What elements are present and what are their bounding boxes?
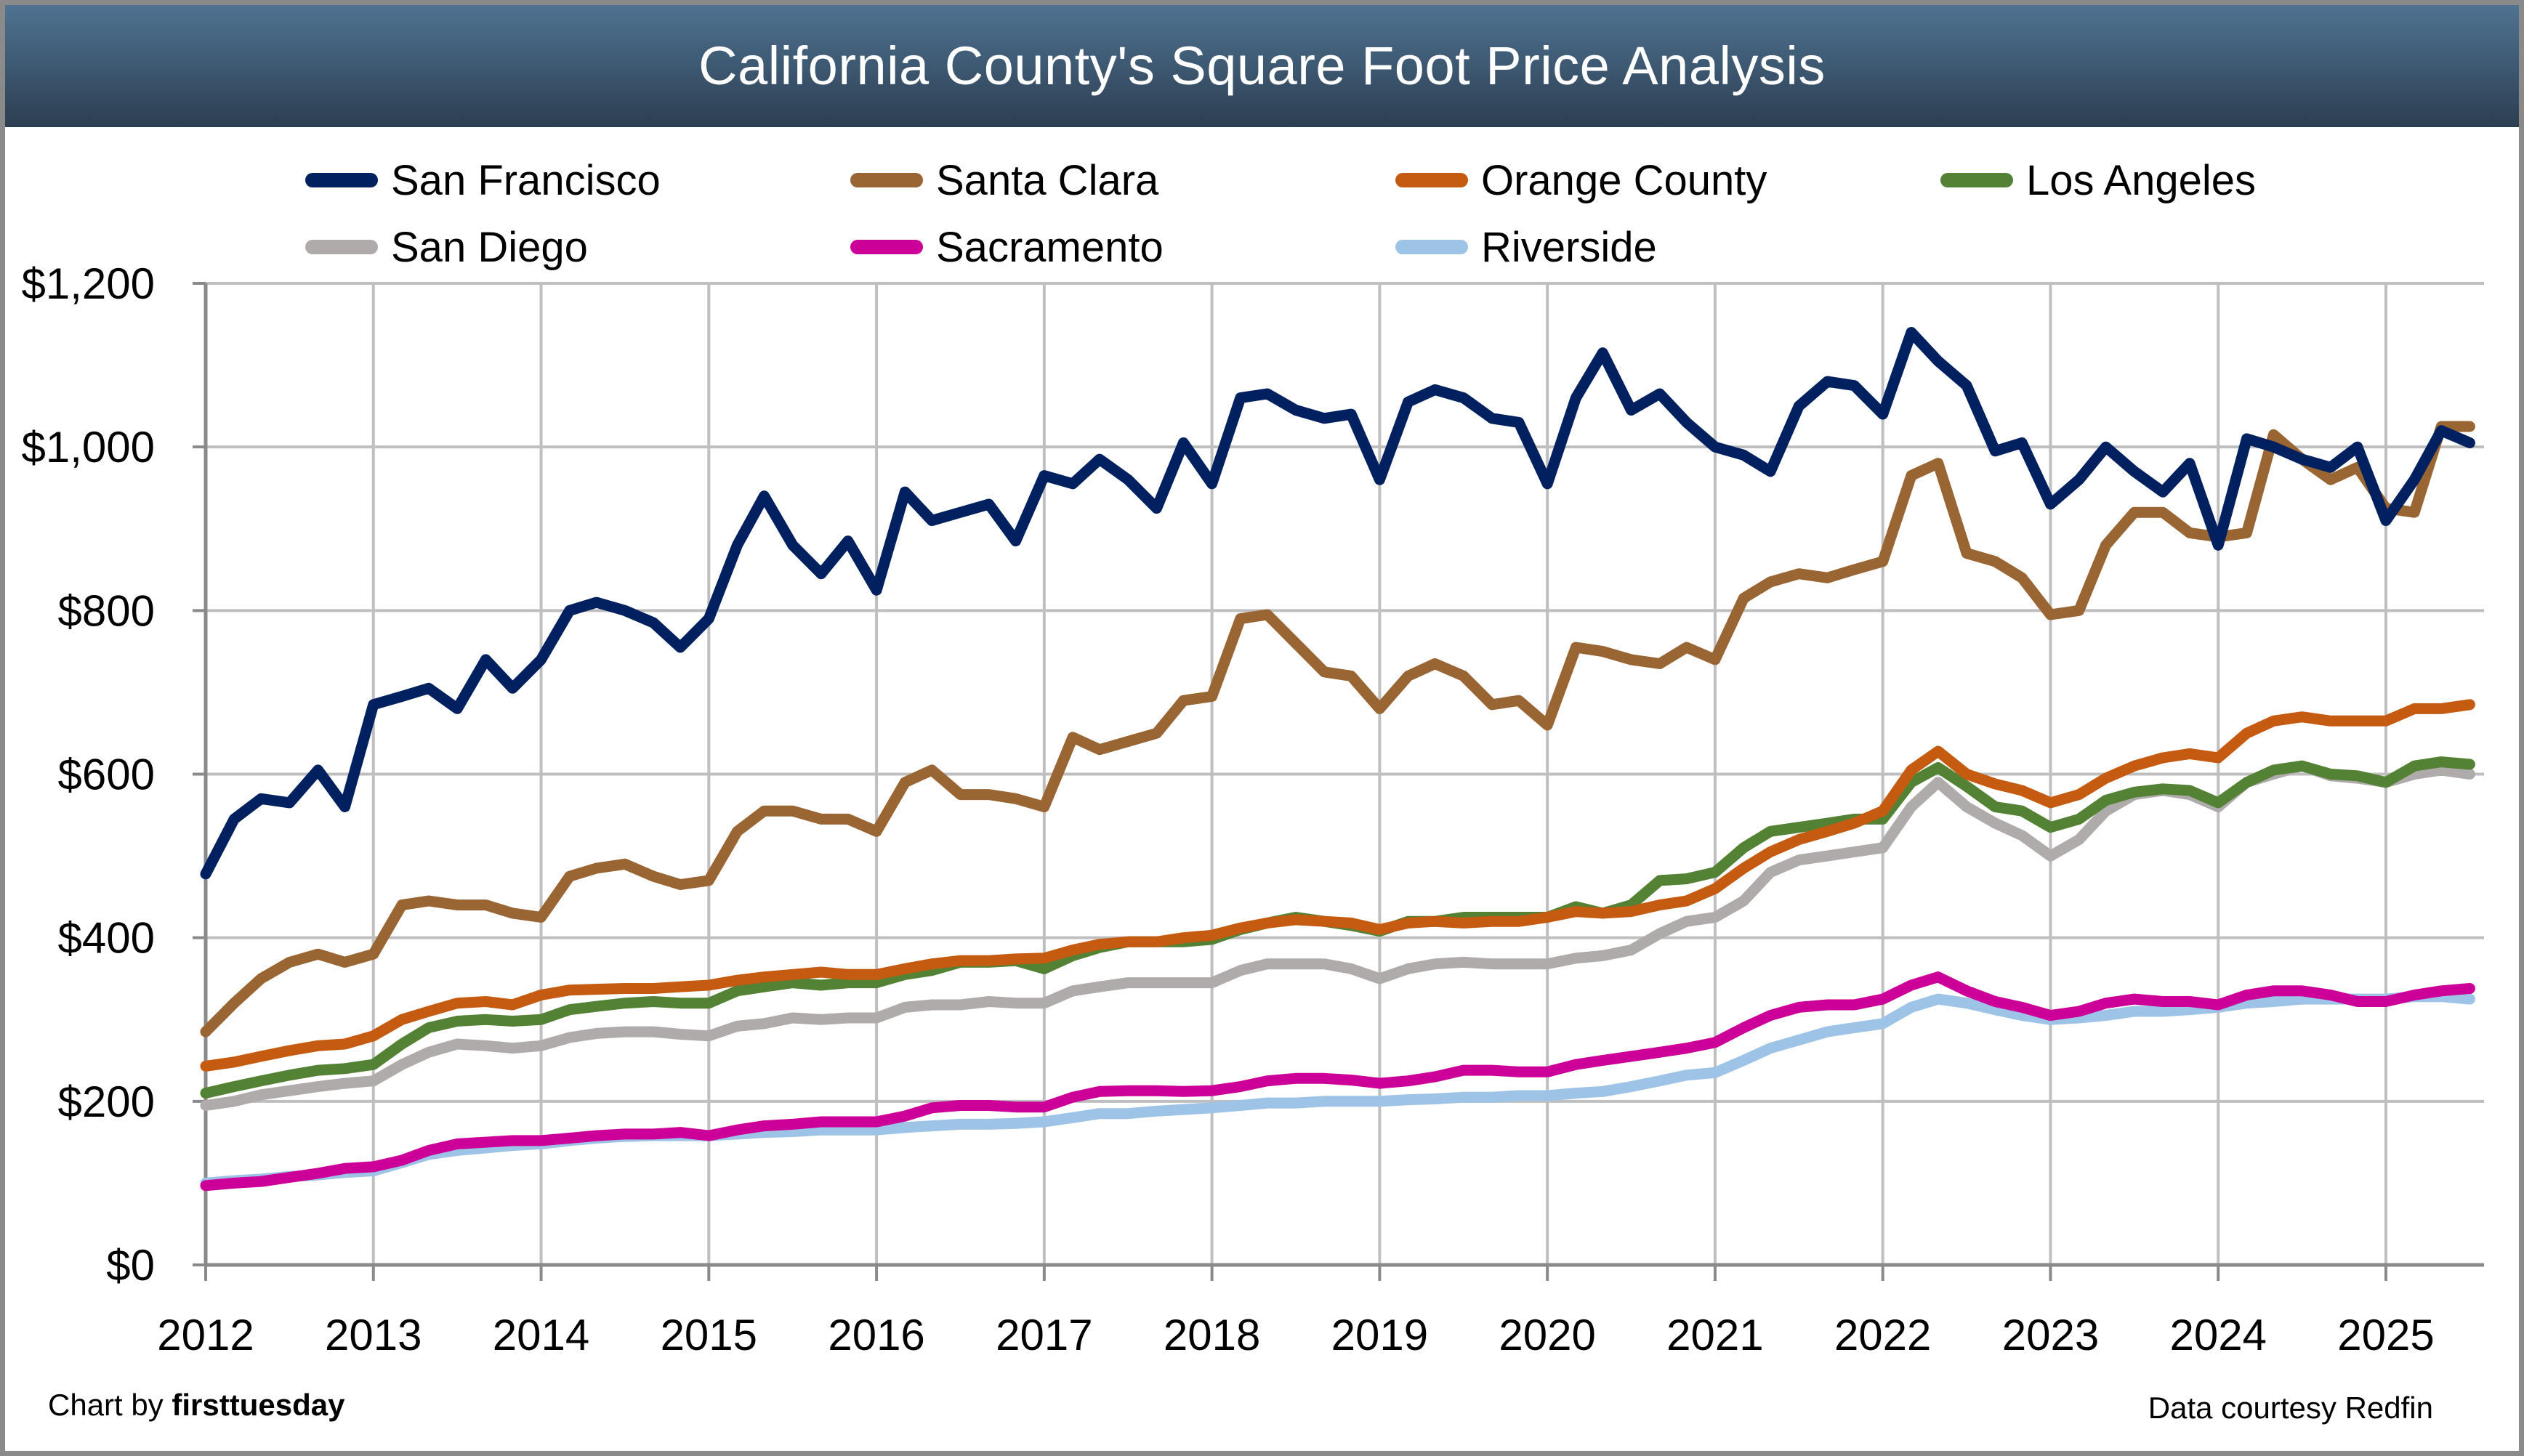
xtick-label: 2015 bbox=[661, 1311, 757, 1359]
legend-swatch bbox=[305, 173, 378, 187]
xtick-label: 2023 bbox=[2002, 1311, 2099, 1359]
chart-title: California County's Square Foot Price An… bbox=[698, 36, 1826, 96]
xtick-label: 2014 bbox=[493, 1311, 589, 1359]
legend-label: Santa Clara bbox=[936, 156, 1159, 204]
ytick-label: $0 bbox=[106, 1241, 155, 1290]
ytick-label: $400 bbox=[58, 914, 155, 963]
xtick-label: 2021 bbox=[1666, 1311, 1763, 1359]
ytick-label: $800 bbox=[58, 586, 155, 635]
legend-item-riverside: Riverside bbox=[1395, 218, 1657, 276]
ytick-label: $200 bbox=[58, 1077, 155, 1126]
legend-label: Los Angeles bbox=[2026, 156, 2257, 204]
legend-item-orange-county: Orange County bbox=[1395, 151, 1767, 209]
legend-label: San Diego bbox=[391, 223, 588, 271]
legend-swatch bbox=[305, 240, 378, 254]
xtick-label: 2013 bbox=[325, 1311, 422, 1359]
legend-label: Orange County bbox=[1481, 156, 1767, 204]
xtick-label: 2020 bbox=[1499, 1311, 1595, 1359]
series-line-riverside bbox=[200, 991, 2475, 1189]
legend-swatch bbox=[850, 240, 923, 254]
legend-item-san-diego: San Diego bbox=[305, 218, 588, 276]
xtick-label: 2012 bbox=[157, 1311, 254, 1359]
xtick-label: 2019 bbox=[1331, 1311, 1428, 1359]
xtick-label: 2024 bbox=[2169, 1311, 2266, 1359]
ytick-label: $1,000 bbox=[21, 423, 155, 472]
chart-credit: Chart by firsttuesday bbox=[48, 1388, 344, 1423]
legend-item-santa-clara: Santa Clara bbox=[850, 151, 1158, 209]
series-line-san-diego bbox=[200, 760, 2475, 1111]
series-line-santa-clara bbox=[200, 421, 2475, 1038]
series-line-orange-county bbox=[200, 699, 2475, 1072]
legend-swatch bbox=[1395, 240, 1468, 254]
xtick-label: 2017 bbox=[996, 1311, 1092, 1359]
series-line-san-francisco bbox=[200, 327, 2475, 880]
credit-prefix: Chart by bbox=[48, 1388, 164, 1422]
credit-brand: firsttuesday bbox=[172, 1388, 345, 1422]
legend-label: Riverside bbox=[1481, 223, 1657, 271]
legend-item-sacramento: Sacramento bbox=[850, 218, 1164, 276]
legend-swatch bbox=[1940, 173, 2013, 187]
legend-swatch bbox=[850, 173, 923, 187]
xtick-label: 2018 bbox=[1164, 1311, 1260, 1359]
xtick-label: 2016 bbox=[828, 1311, 924, 1359]
legend-item-los-angeles: Los Angeles bbox=[1940, 151, 2256, 209]
data-source-note: Data courtesy Redfin bbox=[2148, 1391, 2433, 1425]
ytick-label: $1,200 bbox=[21, 259, 155, 308]
title-bar: California County's Square Foot Price An… bbox=[5, 5, 2519, 127]
legend: San Francisco Santa Clara Orange County Los… bbox=[0, 138, 2524, 276]
xtick-label: 2025 bbox=[2337, 1311, 2434, 1359]
ytick-label: $600 bbox=[58, 751, 155, 799]
legend-item-san-francisco: San Francisco bbox=[305, 151, 661, 209]
series-line-sacramento bbox=[200, 971, 2475, 1192]
legend-label: Sacramento bbox=[936, 223, 1164, 271]
legend-label: San Francisco bbox=[391, 156, 661, 204]
legend-swatch bbox=[1395, 173, 1468, 187]
xtick-label: 2022 bbox=[1834, 1311, 1931, 1359]
